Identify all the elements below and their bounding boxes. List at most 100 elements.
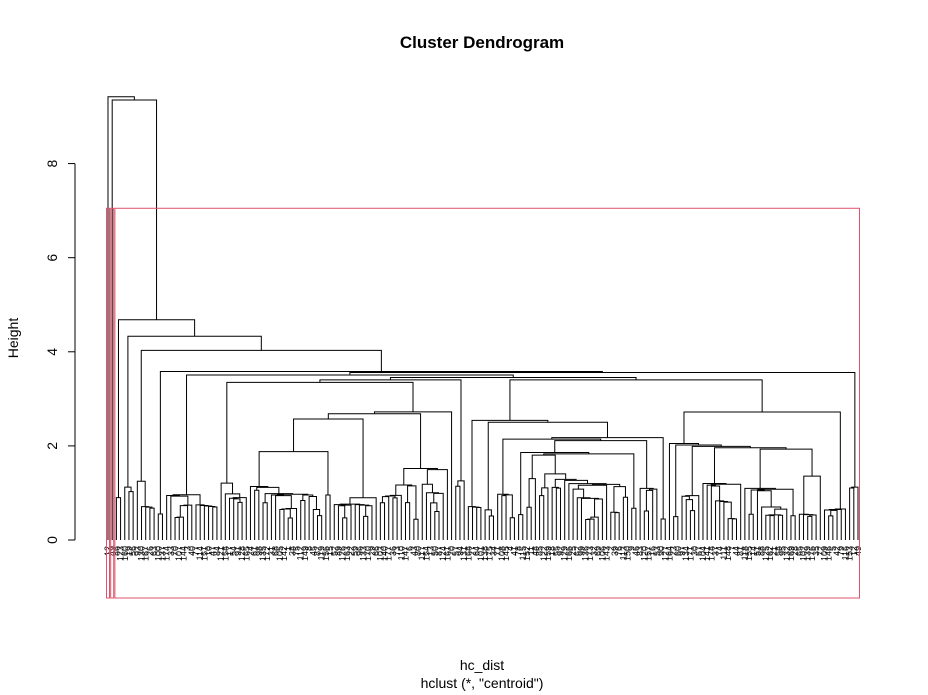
y-axis-label: Height [5,318,21,359]
leaf-label: 146 [824,546,834,561]
leaf-label: 109 [819,546,829,561]
dendrogram-branch [759,448,813,489]
dendrogram-branch [769,515,775,540]
leaf-label: 15 [325,546,335,556]
dendrogram-branches [107,96,859,540]
leaf-label: 124 [438,546,448,561]
leaf-label: 156 [321,546,331,561]
leaf-label: 34 [488,546,498,556]
leaf-label: 166 [564,546,574,561]
leaf-label: 104 [698,546,708,561]
leaf-label: 137 [157,546,167,561]
leaf-label: 94 [455,546,465,556]
leaf-label: 171 [685,546,695,561]
dendrogram-branch [365,505,373,540]
leaf-label: 121 [216,546,226,561]
dendrogram-branch [849,487,855,540]
leaf-label: 117 [417,546,427,560]
dendrogram-branch [761,506,782,540]
dendrogram-branch [555,487,562,540]
dendrogram-branch [127,335,262,488]
leaf-label: 82 [312,546,322,556]
leaf-label: 63 [149,546,159,556]
dendrogram-branch [471,419,549,507]
dendrogram-branch [503,494,513,518]
leaf-label: 56 [128,546,138,556]
dendrogram-branch [249,486,269,540]
leaf-label: 169 [786,546,796,561]
dendrogram-branch [723,501,732,540]
cluster-rect [110,207,115,599]
leaf-label: 79 [836,546,846,556]
dendrogram-branch [502,438,602,495]
dendrogram-branch [803,475,821,540]
leaf-label: 75 [292,546,302,556]
dendrogram-branch [349,371,856,488]
dendrogram-branch [220,482,234,540]
leaf-label: 163 [342,546,352,561]
dendrogram-branch [140,349,382,482]
dendrogram-branch [660,518,666,540]
leaf-label: 51 [752,546,762,556]
leaf-label: 7 [727,546,737,551]
dendrogram-branch [276,493,309,495]
cluster-rectangles [106,207,861,599]
leaf-label: 145 [501,546,511,561]
dendrogram-branch [111,99,158,540]
leaf-label: 152 [522,546,532,561]
dendrogram-branch [790,515,796,540]
dendrogram-branch [544,473,567,488]
dendrogram-branch [509,379,763,421]
dendrogram-branch [281,508,291,518]
dendrogram-branch [128,491,134,540]
dendrogram-branch [622,496,629,540]
dendrogram-branch [807,515,813,540]
dendrogram-branch [302,494,314,501]
dendrogram-branch [719,501,729,540]
leaf-label: 133 [359,546,369,561]
leaf-label: 45 [308,546,318,556]
dendrogram-branch [710,485,721,540]
dendrogram-branch [159,371,603,514]
leaf-label: 58 [773,546,783,556]
leaf-label: 28 [790,546,800,556]
dendrogram-branch [798,513,809,540]
leaf-label: 20 [447,546,457,556]
leaf-label: 142 [279,546,289,561]
dendrogram-branch [270,494,284,540]
chart-title: Cluster Dendrogram [400,33,564,52]
leaf-label: 134 [681,546,691,561]
leaf-label: 112 [296,546,306,560]
leaf-label: 72 [815,546,825,556]
leaf-label: 71 [493,546,503,556]
leaf-label: 83 [635,546,645,556]
leaf-label: 122 [539,546,549,561]
leaf-label: 2 [606,546,616,551]
leaf-label: 175 [484,546,494,561]
dendrogram-branch [757,488,794,516]
dendrogram-branch [319,379,462,481]
dendrogram-branch [828,508,842,540]
leaf-label: 24 [245,546,255,556]
y-tick-label: 6 [44,254,60,262]
dendrogram-branch [731,518,737,540]
leaf-label: 168 [463,546,473,561]
dendrogram-branch [325,494,331,540]
dendrogram-branch [639,487,654,540]
leaf-label: 88 [757,546,767,556]
dendrogram-branch [254,489,260,540]
dendrogram-branch [312,509,321,540]
dendrogram-branch [333,504,347,540]
dendrogram-branch [337,505,346,540]
leaf-label: 119 [317,546,327,560]
leaf-label: 11 [526,546,536,555]
dendrogram-branch [777,514,784,540]
leaf-label: 89 [333,546,343,556]
leaf-label: 23 [669,546,679,556]
dendrogram-branch [526,506,532,540]
dendrogram-branch [149,507,155,540]
x-axis-subtitle: hclust (*, "centroid") [421,675,544,691]
leaf-label: 55 [551,546,561,556]
dendrogram-branch [713,447,787,484]
